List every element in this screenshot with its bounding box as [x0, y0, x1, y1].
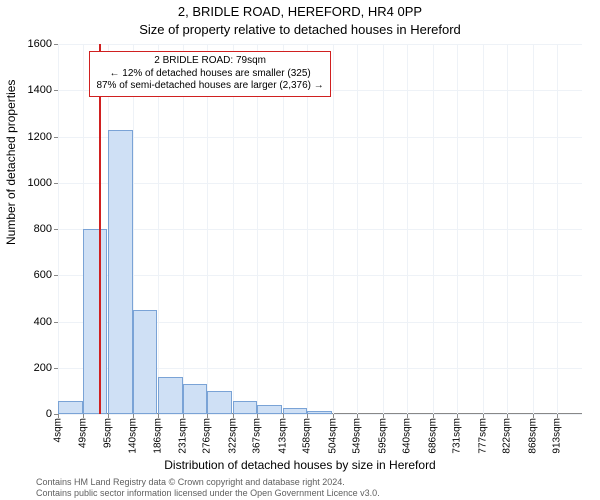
histogram-bar — [307, 411, 332, 414]
gridline-vertical — [357, 44, 358, 414]
x-tick-label: 367sqm — [252, 418, 263, 454]
x-axis-label: Distribution of detached houses by size … — [0, 458, 600, 472]
x-tick-label: 413sqm — [277, 418, 288, 454]
marker-line — [99, 44, 101, 414]
gridline-vertical — [233, 44, 234, 414]
y-tick-label: 1000 — [28, 177, 52, 189]
gridline-horizontal — [58, 229, 582, 230]
histogram-bar — [283, 408, 308, 414]
x-tick-label: 595sqm — [377, 418, 388, 454]
gridline-horizontal — [58, 44, 582, 45]
y-tick-label: 1600 — [28, 38, 52, 50]
plot-area: 020040060080010001200140016004sqm49sqm95… — [58, 44, 582, 414]
gridline-horizontal — [58, 183, 582, 184]
info-box-line1: 2 BRIDLE ROAD: 79sqm — [96, 55, 323, 68]
gridline-vertical — [58, 44, 59, 414]
gridline-horizontal — [58, 137, 582, 138]
x-tick-label: 640sqm — [402, 418, 413, 454]
x-tick-label: 49sqm — [77, 418, 88, 448]
gridline-vertical — [433, 44, 434, 414]
x-tick-label: 4sqm — [53, 418, 64, 442]
y-tick-label: 0 — [46, 408, 52, 420]
gridline-vertical — [207, 44, 208, 414]
y-tick-label: 400 — [34, 316, 52, 328]
x-tick-label: 458sqm — [302, 418, 313, 454]
y-axis-label: Number of detached properties — [4, 80, 18, 245]
gridline-vertical — [307, 44, 308, 414]
gridline-vertical — [507, 44, 508, 414]
gridline-vertical — [158, 44, 159, 414]
info-box-line3: 87% of semi-detached houses are larger (… — [96, 80, 323, 93]
x-tick-label: 140sqm — [127, 418, 138, 454]
y-tick-label: 200 — [34, 362, 52, 374]
gridline-vertical — [533, 44, 534, 414]
histogram-bar — [58, 401, 83, 414]
y-tick-label: 1400 — [28, 84, 52, 96]
x-tick-label: 731sqm — [452, 418, 463, 454]
gridline-vertical — [333, 44, 334, 414]
x-tick-label: 686sqm — [427, 418, 438, 454]
y-tick-label: 800 — [34, 223, 52, 235]
info-box-line2: ← 12% of detached houses are smaller (32… — [96, 68, 323, 81]
x-tick-label: 913sqm — [552, 418, 563, 454]
gridline-vertical — [257, 44, 258, 414]
histogram-bar — [233, 401, 258, 414]
histogram-bar — [108, 130, 133, 414]
x-tick-label: 822sqm — [502, 418, 513, 454]
gridline-vertical — [407, 44, 408, 414]
gridline-vertical — [183, 44, 184, 414]
x-tick-label: 549sqm — [352, 418, 363, 454]
attribution-line1: Contains HM Land Registry data © Crown c… — [36, 477, 592, 487]
x-tick-label: 777sqm — [477, 418, 488, 454]
gridline-vertical — [283, 44, 284, 414]
gridline-horizontal — [58, 414, 582, 415]
x-tick-label: 186sqm — [152, 418, 163, 454]
histogram-bar — [207, 391, 232, 414]
x-tick-label: 868sqm — [527, 418, 538, 454]
histogram-bar — [83, 229, 108, 414]
x-tick-label: 276sqm — [202, 418, 213, 454]
attribution-text: Contains HM Land Registry data © Crown c… — [36, 477, 592, 498]
histogram-bar — [257, 405, 282, 414]
attribution-line2: Contains public sector information licen… — [36, 488, 592, 498]
x-tick-label: 95sqm — [102, 418, 113, 448]
chart-title-line2: Size of property relative to detached ho… — [0, 22, 600, 37]
gridline-vertical — [457, 44, 458, 414]
x-tick-label: 504sqm — [327, 418, 338, 454]
gridline-vertical — [383, 44, 384, 414]
x-tick-label: 231sqm — [177, 418, 188, 454]
gridline-horizontal — [58, 275, 582, 276]
chart-title-line1: 2, BRIDLE ROAD, HEREFORD, HR4 0PP — [0, 4, 600, 19]
histogram-bar — [158, 377, 183, 414]
histogram-bar — [133, 310, 158, 414]
info-box: 2 BRIDLE ROAD: 79sqm← 12% of detached ho… — [89, 51, 330, 97]
y-tick-label: 1200 — [28, 131, 52, 143]
y-tick-label: 600 — [34, 269, 52, 281]
x-tick-label: 322sqm — [227, 418, 238, 454]
gridline-vertical — [557, 44, 558, 414]
histogram-bar — [183, 384, 208, 414]
gridline-vertical — [483, 44, 484, 414]
